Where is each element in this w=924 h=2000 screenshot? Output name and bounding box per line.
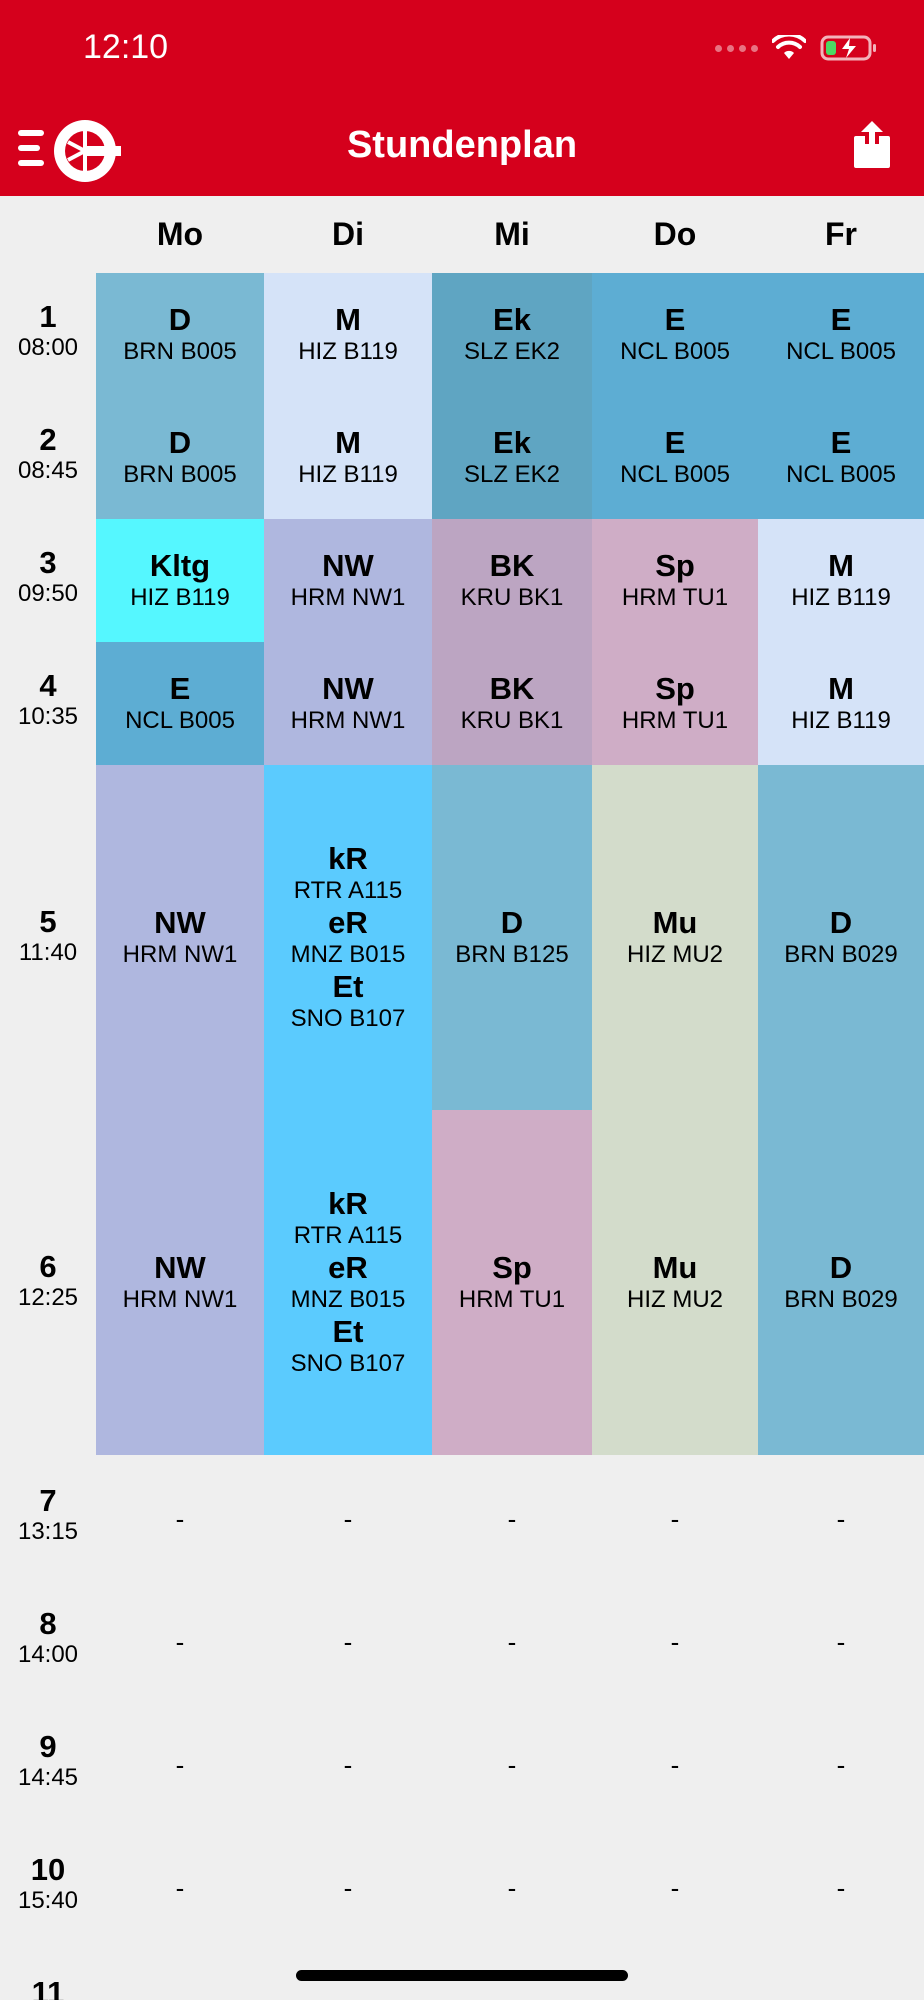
status-icons: [715, 34, 878, 62]
lesson-do-5[interactable]: Mu HIZ MU2: [592, 765, 758, 1110]
empty-slot-mi-8[interactable]: -: [507, 1627, 517, 1657]
lesson-mi-1[interactable]: Ek SLZ EK2: [432, 273, 592, 396]
period-label-7: 7 13:15: [17, 1483, 79, 1546]
lesson-mo-1[interactable]: D BRN B005: [96, 273, 264, 396]
empty-slot-mo-10[interactable]: -: [175, 1873, 185, 1903]
day-header-mo: Mo: [156, 216, 204, 252]
battery-charging-icon: [820, 35, 876, 61]
empty-slot-mi-10[interactable]: -: [507, 1873, 517, 1903]
lesson-di-6[interactable]: kR RTR A115 eR MNZ B015 Et SNO B107: [264, 1110, 432, 1455]
lesson-di-4[interactable]: NW HRM NW1: [264, 642, 432, 765]
period-label-5: 5 11:40: [18, 904, 78, 967]
share-button[interactable]: [852, 120, 892, 170]
lesson-di-2[interactable]: M HIZ B119: [264, 396, 432, 519]
lesson-fr-1[interactable]: E NCL B005: [758, 273, 924, 396]
period-label-11: 11: [31, 1975, 65, 2000]
empty-slot-do-10[interactable]: -: [670, 1873, 680, 1903]
lesson-mo-4[interactable]: E NCL B005: [96, 642, 264, 765]
lesson-do-6[interactable]: Mu HIZ MU2: [592, 1110, 758, 1455]
empty-slot-mi-7[interactable]: -: [507, 1504, 517, 1534]
empty-slot-mo-7[interactable]: -: [175, 1504, 185, 1534]
lesson-do-1[interactable]: E NCL B005: [592, 273, 758, 396]
lesson-mi-2[interactable]: Ek SLZ EK2: [432, 396, 592, 519]
home-indicator[interactable]: [296, 1970, 628, 1981]
empty-slot-mo-8[interactable]: -: [175, 1627, 185, 1657]
lesson-di-5[interactable]: kR RTR A115 eR MNZ B015 Et SNO B107: [264, 765, 432, 1110]
share-icon: [854, 121, 890, 168]
lesson-do-3[interactable]: Sp HRM TU1: [592, 519, 758, 642]
day-header-mi: Mi: [494, 216, 530, 252]
empty-slot-fr-10[interactable]: -: [836, 1873, 846, 1903]
period-label-4: 4 10:35: [17, 668, 79, 731]
period-label-3: 3 09:50: [17, 545, 79, 608]
empty-slot-mo-9[interactable]: -: [175, 1750, 185, 1780]
menu-button[interactable]: [18, 116, 122, 186]
period-label-8: 8 14:00: [17, 1606, 79, 1669]
lesson-fr-6[interactable]: D BRN B029: [758, 1110, 924, 1455]
empty-slot-di-8[interactable]: -: [343, 1627, 353, 1657]
empty-slot-fr-7[interactable]: -: [836, 1504, 846, 1534]
status-time: 12:10: [83, 28, 169, 66]
period-label-10: 10 15:40: [17, 1852, 79, 1915]
day-header-do: Do: [653, 216, 697, 252]
lesson-do-2[interactable]: E NCL B005: [592, 396, 758, 519]
lesson-mi-6[interactable]: Sp HRM TU1: [432, 1110, 592, 1455]
lesson-do-4[interactable]: Sp HRM TU1: [592, 642, 758, 765]
lesson-fr-5[interactable]: D BRN B029: [758, 765, 924, 1110]
day-header-fr: Fr: [825, 216, 857, 252]
cellular-signal-icon: [715, 44, 758, 52]
lesson-mo-3[interactable]: Kltg HIZ B119: [96, 519, 264, 642]
lesson-fr-2[interactable]: E NCL B005: [758, 396, 924, 519]
period-label-1: 1 08:00: [17, 299, 79, 362]
lesson-di-3[interactable]: NW HRM NW1: [264, 519, 432, 642]
lesson-fr-3[interactable]: M HIZ B119: [758, 519, 924, 642]
empty-slot-fr-8[interactable]: -: [836, 1627, 846, 1657]
app-header: 12:10 Stundenplan: [0, 0, 924, 196]
empty-slot-di-10[interactable]: -: [343, 1873, 353, 1903]
empty-slot-do-8[interactable]: -: [670, 1627, 680, 1657]
lesson-mo-2[interactable]: D BRN B005: [96, 396, 264, 519]
empty-slot-do-7[interactable]: -: [670, 1504, 680, 1534]
empty-slot-fr-9[interactable]: -: [836, 1750, 846, 1780]
day-header-di: Di: [332, 216, 364, 252]
empty-slot-di-7[interactable]: -: [343, 1504, 353, 1534]
period-label-2: 2 08:45: [17, 422, 79, 485]
lesson-fr-4[interactable]: M HIZ B119: [758, 642, 924, 765]
lesson-mo-5[interactable]: NW HRM NW1: [96, 765, 264, 1110]
period-label-9: 9 14:45: [17, 1729, 79, 1792]
lesson-mo-6[interactable]: NW HRM NW1: [96, 1110, 264, 1455]
school-logo-menu-icon: [18, 120, 121, 182]
period-label-6: 6 12:25: [17, 1249, 79, 1312]
empty-slot-mi-9[interactable]: -: [507, 1750, 517, 1780]
lesson-mi-5[interactable]: D BRN B125: [432, 765, 592, 1110]
page-title: Stundenplan: [346, 124, 578, 166]
empty-slot-di-9[interactable]: -: [343, 1750, 353, 1780]
empty-slot-do-9[interactable]: -: [670, 1750, 680, 1780]
lesson-mi-3[interactable]: BK KRU BK1: [432, 519, 592, 642]
lesson-mi-4[interactable]: BK KRU BK1: [432, 642, 592, 765]
wifi-icon: [772, 35, 806, 59]
lesson-di-1[interactable]: M HIZ B119: [264, 273, 432, 396]
